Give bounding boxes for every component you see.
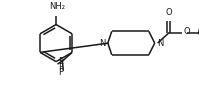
Text: N: N [99, 39, 105, 48]
Text: O: O [183, 27, 190, 36]
Text: NH₂: NH₂ [49, 2, 65, 11]
Text: F: F [58, 57, 63, 66]
Text: O: O [164, 8, 171, 17]
Text: F: F [58, 68, 63, 77]
Text: F: F [58, 62, 63, 72]
Text: N: N [156, 39, 162, 48]
